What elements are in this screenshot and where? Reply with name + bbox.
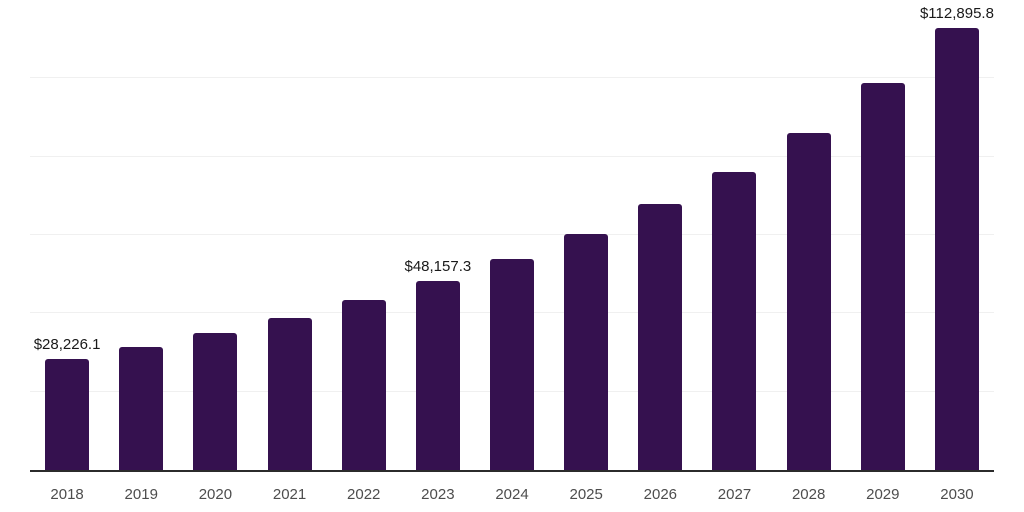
x-tick-label-2030: 2030 bbox=[940, 486, 974, 503]
gridline bbox=[30, 155, 994, 157]
bar-2025 bbox=[564, 233, 609, 470]
bar-column-2026 bbox=[623, 0, 697, 470]
bar-2022 bbox=[341, 300, 386, 470]
plot-area: $28,226.1 $48,157.3 $112,895.8 bbox=[30, 0, 994, 472]
value-label-2023: $48,157.3 bbox=[404, 258, 472, 276]
bar-2028 bbox=[786, 132, 831, 470]
x-axis-labels: 2018 2019 2020 2021 2022 2023 2024 2025 2026 2027… bbox=[30, 474, 994, 502]
bar-column-2023: $48,157.3 bbox=[401, 0, 475, 470]
x-tick-label-2028: 2028 bbox=[791, 486, 826, 503]
x-tick-label-2022: 2022 bbox=[347, 486, 381, 503]
value-label-2030: $112,895.8 bbox=[919, 4, 994, 22]
bar-column-2025 bbox=[549, 0, 623, 470]
bar-2023 bbox=[415, 281, 460, 470]
bar-2024 bbox=[490, 259, 535, 470]
x-tick-label-2027: 2027 bbox=[717, 486, 752, 503]
bars-row: $28,226.1 $48,157.3 $112,895.8 bbox=[30, 0, 994, 470]
bar-2030 bbox=[934, 27, 979, 470]
bar-2019 bbox=[119, 347, 164, 470]
bar-column-2027 bbox=[697, 0, 771, 470]
x-tick-label-2025: 2025 bbox=[569, 486, 603, 503]
bar-2029 bbox=[860, 83, 905, 470]
x-tick-label-2020: 2020 bbox=[198, 486, 233, 503]
bar-column-2024 bbox=[475, 0, 549, 470]
x-tick-label-2024: 2024 bbox=[495, 486, 529, 503]
bar-column-2021 bbox=[252, 0, 326, 470]
x-tick-label-2018: 2018 bbox=[50, 486, 84, 503]
bar-2027 bbox=[712, 171, 757, 470]
value-label-2018: $28,226.1 bbox=[33, 336, 101, 354]
bar-2018 bbox=[45, 359, 90, 470]
bar-2026 bbox=[638, 204, 683, 470]
bar-column-2020 bbox=[178, 0, 252, 470]
bar-column-2030: $112,895.8 bbox=[920, 0, 994, 470]
x-tick-label-2026: 2026 bbox=[643, 486, 678, 503]
bar-2021 bbox=[267, 317, 312, 470]
bar-column-2018: $28,226.1 bbox=[30, 0, 104, 470]
x-tick-label-2023: 2023 bbox=[421, 486, 455, 503]
bar-2020 bbox=[193, 333, 238, 470]
bar-column-2022 bbox=[327, 0, 401, 470]
x-tick-label-2021: 2021 bbox=[272, 486, 307, 503]
bar-column-2019 bbox=[104, 0, 178, 470]
bar-column-2028 bbox=[772, 0, 846, 470]
x-tick-label-2029: 2029 bbox=[866, 486, 900, 503]
gridline bbox=[30, 234, 994, 235]
bar-column-2029 bbox=[846, 0, 920, 470]
x-tick-label-2019: 2019 bbox=[124, 486, 158, 503]
gridline bbox=[30, 77, 994, 79]
